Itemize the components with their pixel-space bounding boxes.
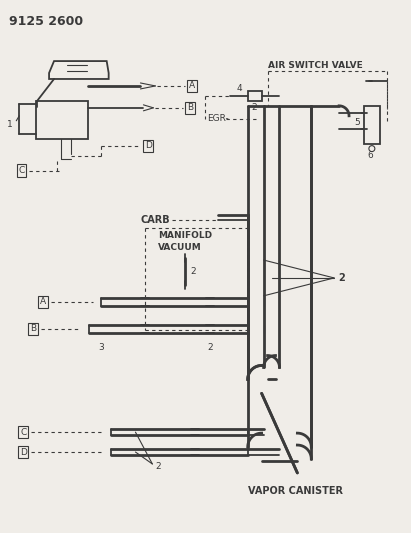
Text: 1: 1 bbox=[7, 120, 12, 129]
Text: A: A bbox=[40, 297, 46, 306]
Text: 5: 5 bbox=[354, 118, 360, 127]
Text: AIR SWITCH VALVE: AIR SWITCH VALVE bbox=[268, 61, 363, 69]
Text: B: B bbox=[187, 103, 193, 112]
Text: VAPOR CANISTER: VAPOR CANISTER bbox=[248, 486, 343, 496]
Text: 2: 2 bbox=[338, 273, 345, 283]
Text: 9125 2600: 9125 2600 bbox=[9, 15, 83, 28]
Bar bbox=[364, 106, 380, 144]
Text: MANIFOLD: MANIFOLD bbox=[158, 231, 212, 240]
Text: 3: 3 bbox=[98, 343, 104, 352]
Bar bbox=[248, 91, 262, 101]
Text: B: B bbox=[30, 324, 36, 333]
Text: VACUUM: VACUUM bbox=[158, 243, 202, 252]
Text: 6: 6 bbox=[367, 151, 373, 160]
Text: A: A bbox=[189, 82, 195, 91]
Text: 2: 2 bbox=[155, 463, 161, 472]
Text: D: D bbox=[145, 141, 152, 150]
Text: C: C bbox=[20, 427, 26, 437]
Text: C: C bbox=[18, 166, 24, 175]
Text: EGR-: EGR- bbox=[207, 114, 229, 123]
Text: CARB: CARB bbox=[141, 215, 170, 225]
Bar bbox=[36, 101, 88, 139]
Text: D: D bbox=[20, 448, 27, 457]
Text: 4: 4 bbox=[237, 84, 242, 93]
Text: 2: 2 bbox=[252, 103, 257, 112]
Text: 2: 2 bbox=[207, 343, 213, 352]
Text: 2: 2 bbox=[190, 268, 196, 277]
